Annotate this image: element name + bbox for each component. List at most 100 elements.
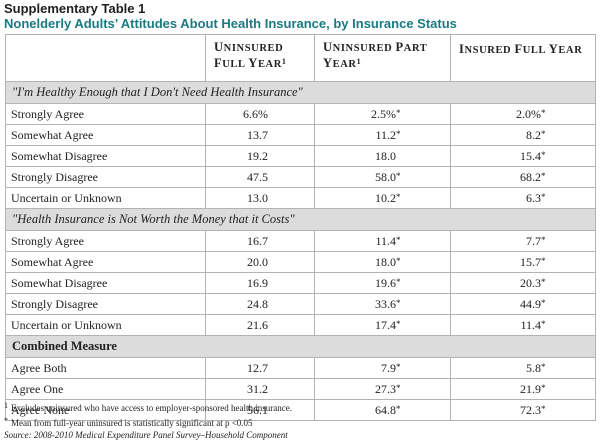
value-cell: 24.8	[205, 293, 315, 315]
col-header-footnote: 1	[356, 57, 361, 66]
cell-value: 2.0%	[516, 106, 541, 121]
row-label: Somewhat Disagree	[5, 145, 206, 167]
significance-marker: *	[396, 276, 401, 287]
cell-value: 11.4	[520, 317, 541, 332]
cell-value: 19.2	[247, 148, 268, 163]
significance-marker: *	[396, 318, 401, 329]
table-row: Uncertain or Unknown 21.6 17.4* 11.4 *	[5, 314, 596, 336]
row-label: Strongly Agree	[5, 103, 206, 125]
cell-value: 21.6	[247, 317, 268, 332]
cell-value: 44.9	[520, 296, 541, 311]
cell-value: 20.3	[520, 275, 541, 290]
row-label: Uncertain or Unknown	[5, 187, 206, 209]
cell-value: 47.5	[247, 169, 268, 184]
value-cell: 27.3*	[314, 378, 451, 400]
value-cell: 16.7	[205, 230, 315, 252]
cell-value: 6.3	[526, 190, 541, 205]
value-cell: 5.8*	[450, 357, 596, 379]
cell-value: 24.8	[247, 296, 268, 311]
cell-value: 2.5%	[371, 106, 396, 121]
section-header-row: "Health Insurance is Not Worth the Money…	[5, 208, 596, 231]
row-label: Somewhat Agree	[5, 124, 206, 146]
row-label: Agree Both	[5, 357, 206, 379]
table-row: Strongly Disagree 24.8 33.6* 44.9*	[5, 293, 596, 315]
cell-value: 56.1	[247, 402, 268, 417]
footnote-1: 1 Excludes uninsured who have access to e…	[4, 401, 292, 413]
attitudes-table: UNINSURED FULL YEAR1 UNINSURED PART YEAR…	[5, 34, 596, 421]
value-cell: 68.2*	[450, 166, 596, 188]
col-header-insured-full-year: INSURED FULL YEAR	[450, 34, 596, 82]
value-cell: 58.0*	[314, 166, 451, 188]
cell-value: 17.4	[375, 317, 396, 332]
value-cell: 10.2*	[314, 187, 451, 209]
table-row: Strongly Agree 16.7 11.4* 7.7*	[5, 230, 596, 252]
significance-marker: *	[396, 255, 401, 266]
cell-value: 15.4	[520, 148, 541, 163]
table-row: Agree One 31.2 27.3* 21.9*	[5, 378, 596, 400]
significance-marker: *	[396, 234, 401, 245]
row-label: Agree None	[5, 399, 206, 421]
significance-marker: *	[541, 107, 546, 118]
cell-value: 58.0	[375, 169, 396, 184]
significance-marker: *	[541, 255, 546, 266]
significance-marker: *	[396, 128, 401, 139]
value-cell: 12.7	[205, 357, 315, 379]
section-header-row: Combined Measure	[5, 335, 596, 358]
value-cell: 13.7	[205, 124, 315, 146]
row-label: Somewhat Agree	[5, 251, 206, 273]
col-header-uninsured-full-year: UNINSURED FULL YEAR1	[205, 34, 315, 82]
value-cell: 72.3*	[450, 399, 596, 421]
section-header-row: "I'm Healthy Enough that I Don't Need He…	[5, 81, 596, 104]
section-title: Combined Measure	[5, 335, 596, 358]
value-cell: 6.3*	[450, 187, 596, 209]
cell-value: 64.8	[375, 402, 396, 417]
significance-marker: *	[541, 128, 546, 139]
significance-marker: *	[541, 403, 546, 414]
significance-marker: *	[541, 382, 546, 393]
value-cell: 15.7*	[450, 251, 596, 273]
cell-value: 7.7	[526, 233, 541, 248]
footnote-2-mark: *	[4, 416, 8, 425]
value-cell: 44.9*	[450, 293, 596, 315]
value-cell: 21.6	[205, 314, 315, 336]
col-header-uninsured-part-year: UNINSURED PART YEAR1	[314, 34, 451, 82]
table-row: Agree None 56.1 64.8 * 72.3*	[5, 399, 596, 421]
value-cell: 31.2	[205, 378, 315, 400]
table-row: Somewhat Agree 13.7 11.2* 8.2*	[5, 124, 596, 146]
col-header-label: UNINSURED FULL YEAR	[214, 40, 284, 71]
value-cell: 21.9*	[450, 378, 596, 400]
row-label: Agree One	[5, 378, 206, 400]
cell-value: 7.9	[381, 360, 396, 375]
cell-value: 10.2	[375, 190, 396, 205]
cell-value: 33.6	[375, 296, 396, 311]
table-row: Somewhat Agree 20.0 18.0* 15.7*	[5, 251, 596, 273]
row-label: Somewhat Disagree	[5, 272, 206, 294]
col-header-label: UNINSURED PART YEAR	[323, 40, 428, 71]
value-cell: 11.2*	[314, 124, 451, 146]
value-cell: 7.9*	[314, 357, 451, 379]
source-note: Source: 2008-2010 Medical Expenditure Pa…	[4, 430, 288, 440]
value-cell: 19.2	[205, 145, 315, 167]
cell-value: 68.2	[520, 169, 541, 184]
footnote-2-text: Mean from full-year uninsured is statist…	[11, 418, 253, 428]
significance-marker: *	[396, 170, 401, 181]
significance-marker: *	[541, 276, 546, 287]
table-row: Strongly Agree 6.6% 2.5%* 2.0%*	[5, 103, 596, 125]
cell-value: 12.7	[247, 360, 268, 375]
row-label: Uncertain or Unknown	[5, 314, 206, 336]
table-body: "I'm Healthy Enough that I Don't Need He…	[5, 81, 596, 421]
cell-value: 19.6	[375, 275, 396, 290]
cell-value: 5.8	[526, 360, 541, 375]
cell-value: 6.6%	[243, 106, 268, 121]
value-cell: 18.0*	[314, 251, 451, 273]
col-header-label: INSURED FULL YEAR	[459, 42, 583, 57]
cell-value: 27.3	[375, 381, 396, 396]
cell-value: 13.7	[247, 127, 268, 142]
footnote-1-text: Excludes uninsured who have access to em…	[11, 403, 292, 413]
cell-value: 31.2	[247, 381, 268, 396]
significance-marker: *	[541, 170, 546, 181]
value-cell: 17.4*	[314, 314, 451, 336]
value-cell: 15.4*	[450, 145, 596, 167]
value-cell: 8.2*	[450, 124, 596, 146]
